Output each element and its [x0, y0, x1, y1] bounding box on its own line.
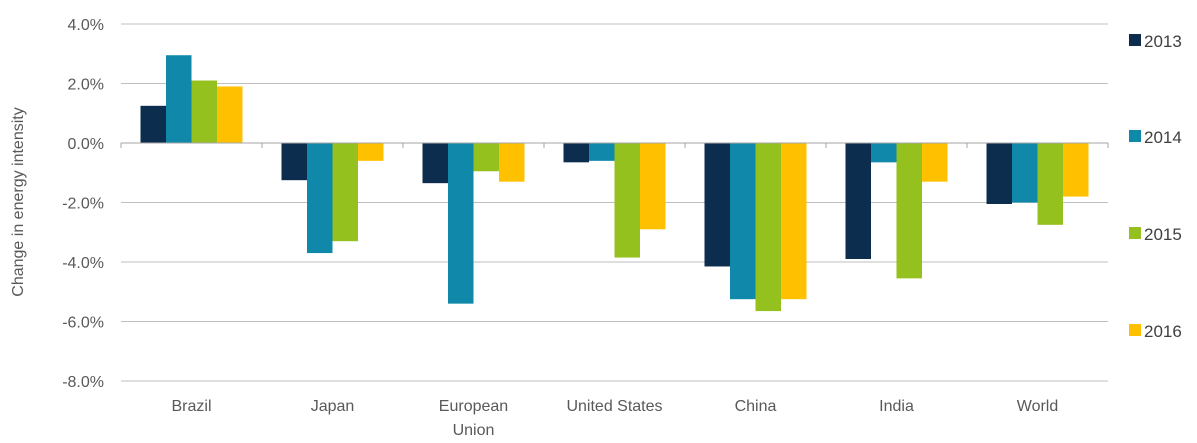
bar-2014: [166, 55, 192, 143]
y-tick-label: 4.0%: [68, 17, 104, 34]
bar-2014: [589, 143, 615, 161]
legend-swatch-2015: [1129, 227, 1141, 239]
y-tick-label: -6.0%: [62, 315, 104, 332]
bars: [140, 55, 1089, 312]
category-label: India: [879, 398, 914, 415]
legend-label-2016: 2016: [1144, 322, 1182, 341]
legend-label-2015: 2015: [1144, 225, 1182, 244]
category-label: Brazil: [171, 398, 211, 415]
category-label: World: [1017, 398, 1059, 415]
category-label: China: [735, 398, 777, 415]
bar-2015: [896, 143, 922, 279]
category-label: Japan: [311, 398, 355, 415]
legend: 2013 2014 2015 2016: [1129, 32, 1182, 341]
legend-label-2013: 2013: [1144, 32, 1182, 51]
bar-2013: [563, 143, 589, 163]
bar-2013: [704, 143, 730, 267]
y-tick-label: -4.0%: [62, 255, 104, 272]
y-tick-label: -8.0%: [62, 374, 104, 391]
bar-2016: [1063, 143, 1089, 197]
bar-2015: [755, 143, 781, 312]
bar-2016: [922, 143, 948, 182]
y-tick-label: -2.0%: [62, 196, 104, 213]
legend-swatch-2014: [1129, 130, 1141, 142]
bar-2014: [448, 143, 474, 304]
bar-2013: [422, 143, 448, 184]
x-axis: [120, 142, 1109, 148]
category-labels: Brazil Japan European Union United States Chi…: [171, 398, 1058, 439]
bar-2015: [332, 143, 358, 242]
bar-2013: [986, 143, 1012, 204]
y-axis-label: Change in energy intensity: [10, 107, 27, 296]
bar-2016: [781, 143, 807, 300]
bar-2014: [1012, 143, 1038, 203]
category-label: Union: [453, 422, 495, 439]
bar-2014: [730, 143, 756, 300]
bar-2014: [307, 143, 333, 254]
bar-2016: [358, 143, 384, 161]
bar-2015: [614, 143, 640, 258]
legend-swatch-2016: [1129, 324, 1141, 336]
bar-2016: [640, 143, 666, 230]
category-label: United States: [566, 398, 662, 415]
y-tick-label: 0.0%: [68, 136, 104, 153]
bar-2016: [217, 86, 243, 143]
y-axis-ticks: 4.0% 2.0% 0.0% -2.0% -4.0% -6.0% -8.0%: [62, 17, 104, 391]
bar-2013: [281, 143, 307, 181]
category-label: European: [439, 398, 508, 415]
bar-2015: [191, 80, 217, 143]
y-tick-label: 2.0%: [68, 77, 104, 94]
bar-2015: [1037, 143, 1063, 225]
bar-2016: [499, 143, 525, 182]
legend-label-2014: 2014: [1144, 128, 1182, 147]
bar-2013: [845, 143, 871, 260]
bar-2014: [871, 143, 897, 163]
bar-2013: [140, 105, 166, 143]
legend-swatch-2013: [1129, 34, 1141, 46]
bar-2015: [473, 143, 499, 172]
